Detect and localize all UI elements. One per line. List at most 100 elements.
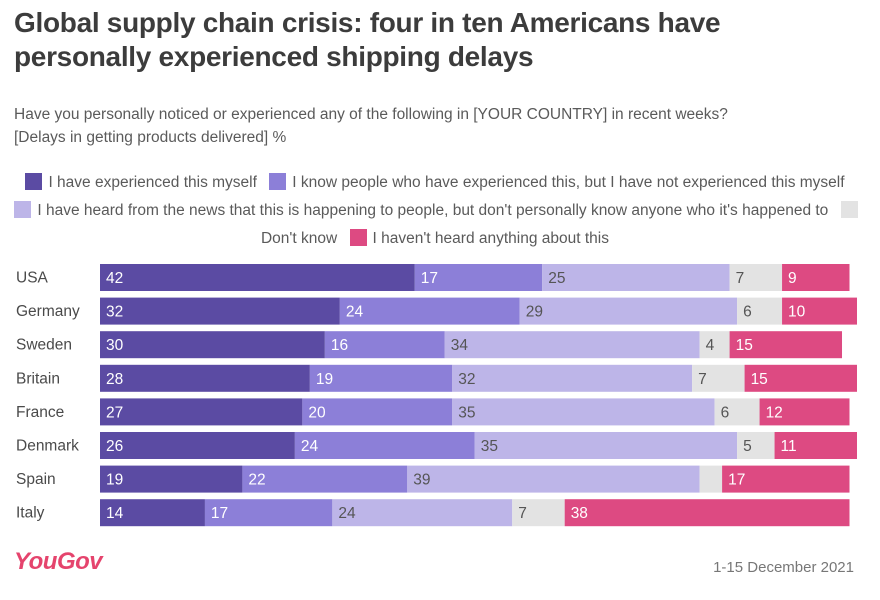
bar-britain-series-5: [744, 364, 857, 392]
bar-france-series-5: [759, 398, 850, 426]
bar-france-series-1: [100, 398, 303, 426]
value-label-britain-series-4: 7: [698, 371, 707, 388]
bar-sweden-series-3: [444, 331, 700, 359]
bar-sweden-series-5: [729, 331, 843, 359]
bar-germany-series-5: [782, 297, 857, 325]
bar-usa-series-1: [100, 264, 415, 291]
legend: I have experienced this myself I know pe…: [14, 169, 864, 253]
bar-britain-series-3: [452, 364, 693, 392]
bar-britain-series-1: [100, 364, 310, 392]
legend-label-know-people: I know people who have experienced this,…: [292, 174, 845, 191]
value-label-germany-series-5: 10: [788, 304, 806, 321]
legend-item-heard-from-news: I have heard from the news that this is …: [14, 201, 829, 219]
value-label-spain-series-3: 39: [413, 472, 430, 489]
value-label-denmark-series-3: 35: [481, 438, 498, 455]
bar-britain-series-4: [692, 364, 745, 392]
bar-italy-series-4: [512, 499, 565, 527]
bar-denmark-series-5: [774, 432, 857, 459]
bar-denmark-series-4: [737, 432, 775, 459]
value-label-usa-series-5: 9: [788, 270, 797, 287]
value-label-britain-series-5: 15: [751, 371, 768, 388]
value-label-italy-series-3: 24: [338, 505, 356, 522]
legend-item-experienced-myself: I have experienced this myself: [25, 173, 257, 191]
legend-label-dont-know: Don't know: [260, 230, 338, 247]
value-label-denmark-series-5: 11: [781, 438, 797, 455]
chart-subtitle: Have you personally noticed or experienc…: [14, 103, 864, 150]
value-label-sweden-series-4: 4: [706, 337, 715, 354]
category-label-britain: Britain: [16, 370, 60, 387]
legend-label-heard-from-news: I have heard from the news that this is …: [37, 202, 829, 219]
bar-germany-series-4: [737, 297, 783, 325]
value-label-france-series-4: 6: [721, 404, 730, 421]
legend-swatch-dont-know: [840, 201, 858, 218]
value-label-usa-series-3: 25: [548, 270, 565, 287]
bar-sweden-series-1: [100, 331, 325, 359]
value-label-sweden-series-5: 15: [736, 337, 753, 354]
value-label-italy-series-5: 38: [571, 505, 588, 522]
value-label-denmark-series-2: 24: [301, 438, 319, 455]
bar-denmark-series-3: [474, 432, 738, 459]
category-label-italy: Italy: [16, 505, 45, 522]
value-label-usa-series-1: 42: [106, 270, 123, 287]
category-label-sweden: Sweden: [16, 337, 72, 354]
legend-item-know-people: I know people who have experienced this,…: [269, 173, 845, 191]
category-label-germany: Germany: [16, 303, 80, 320]
bar-germany-series-3: [519, 297, 738, 325]
category-label-denmark: Denmark: [16, 438, 79, 455]
bar-sweden-series-4: [699, 331, 730, 359]
bar-spain-series-2: [242, 465, 408, 493]
bar-usa-series-5: [782, 264, 850, 291]
category-label-france: France: [16, 404, 64, 421]
value-label-france-series-5: 12: [766, 404, 783, 421]
bar-usa-series-4: [729, 264, 783, 291]
bar-spain-series-1: [100, 465, 243, 493]
value-label-france-series-3: 35: [458, 404, 475, 421]
value-label-germany-series-3: 29: [526, 304, 543, 321]
legend-swatch-experienced-myself: [25, 173, 43, 190]
bar-spain-series-5: [722, 465, 850, 493]
bar-sweden-series-2: [324, 331, 445, 359]
legend-label-experienced-myself: I have experienced this myself: [48, 174, 257, 191]
value-label-germany-series-4: 6: [743, 304, 752, 321]
stacked-bar-chart: USA 42 17 25 7 9 Germany 32 24 29 6 10 Sweden 30 16 34 4…: [16, 264, 857, 527]
bar-spain-series-3: [407, 465, 700, 493]
value-label-spain-series-5: 17: [728, 472, 745, 489]
bar-france-series-3: [452, 398, 715, 426]
legend-swatch-heard-from-news: [14, 201, 32, 218]
bar-denmark-series-1: [100, 432, 295, 459]
bar-italy-series-5: [564, 499, 850, 527]
bar-usa-series-3: [542, 264, 730, 291]
bar-germany-series-2: [339, 297, 520, 325]
fieldwork-date: 1-15 December 2021: [713, 559, 854, 576]
category-label-usa: USA: [16, 270, 49, 287]
value-label-sweden-series-2: 16: [331, 337, 348, 354]
value-label-france-series-1: 27: [106, 404, 123, 421]
value-label-germany-series-1: 32: [106, 304, 123, 321]
value-label-italy-series-1: 14: [106, 505, 124, 522]
bar-france-series-4: [714, 398, 760, 426]
chart-title: Global supply chain crisis: four in ten …: [14, 7, 721, 72]
bar-germany-series-1: [100, 297, 340, 325]
value-label-sweden-series-3: 34: [451, 337, 469, 354]
legend-item-havent-heard: I haven't heard anything about this: [349, 229, 610, 247]
value-label-britain-series-1: 28: [106, 371, 123, 388]
legend-swatch-know-people: [269, 173, 287, 190]
value-label-denmark-series-4: 5: [743, 438, 752, 455]
bar-britain-series-2: [309, 364, 453, 392]
value-label-usa-series-2: 17: [421, 270, 438, 287]
value-label-germany-series-2: 24: [346, 304, 364, 321]
value-label-france-series-2: 20: [308, 404, 326, 421]
legend-label-havent-heard: I haven't heard anything about this: [372, 230, 610, 247]
legend-swatch-havent-heard: [349, 229, 367, 246]
value-label-sweden-series-1: 30: [106, 337, 124, 354]
value-label-britain-series-2: 19: [316, 371, 333, 388]
value-label-denmark-series-1: 26: [106, 438, 123, 455]
yougov-logo: YouGov: [14, 548, 103, 575]
bar-italy-series-1: [100, 499, 205, 527]
bar-spain-series-4: [699, 465, 723, 493]
category-label-spain: Spain: [16, 471, 56, 488]
value-label-spain-series-1: 19: [106, 472, 123, 489]
bar-italy-series-2: [204, 499, 333, 527]
legend-item-dont-know: Don't know: [260, 201, 864, 247]
value-label-spain-series-2: 22: [248, 472, 265, 489]
